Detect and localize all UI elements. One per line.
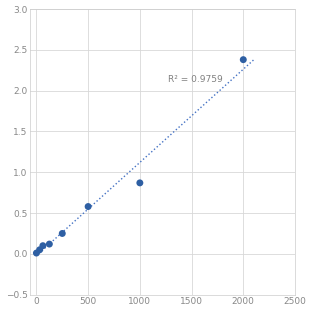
Point [47, 241, 52, 246]
Point [37, 247, 42, 252]
Point [40, 243, 45, 248]
Point [137, 180, 142, 185]
Point [60, 231, 65, 236]
Text: R² = 0.9759: R² = 0.9759 [168, 76, 222, 85]
Point [85, 204, 90, 209]
Point [34, 251, 39, 256]
Point [241, 57, 246, 62]
